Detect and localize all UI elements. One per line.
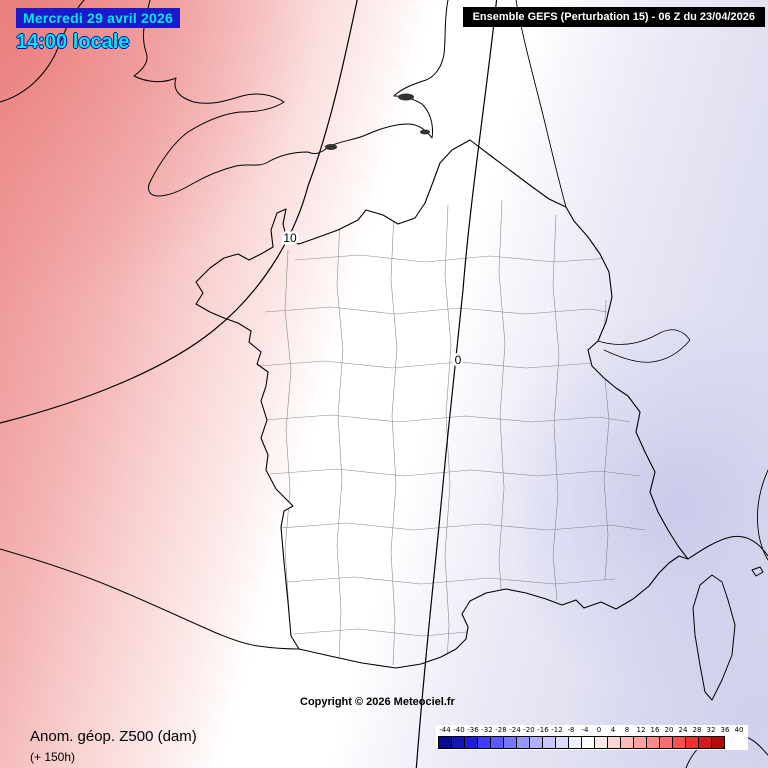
- legend-color-cell: [477, 736, 491, 749]
- legend-color-cell: [672, 736, 686, 749]
- legend-color-cell: [503, 736, 517, 749]
- legend-color-cell: [633, 736, 647, 749]
- england-coastline: [133, 0, 449, 197]
- contour-label-0: 0: [455, 353, 462, 367]
- legend-value: -36: [467, 726, 479, 734]
- legend-color-cell: [438, 736, 452, 749]
- legend-values-row: -44 -40 -36 -32 -28 -24 -20 -16 -12 -8 -4 0 4 8 12 16 20…: [438, 726, 746, 735]
- legend-value: -32: [481, 726, 493, 734]
- legend-color-cell: [607, 736, 621, 749]
- legend-value: -24: [509, 726, 521, 734]
- legend-value: -12: [551, 726, 563, 734]
- legend-value: 0: [596, 726, 602, 734]
- legend-value: 40: [734, 726, 744, 734]
- spain-coastline: [0, 548, 300, 650]
- legend-color-cell: [490, 736, 504, 749]
- legend-color-cell: [516, 736, 530, 749]
- forecast-date: Mercredi 29 avril 2026: [16, 8, 180, 28]
- copyright-notice: Copyright © 2026 Meteociel.fr: [300, 696, 455, 708]
- legend-value: 20: [664, 726, 674, 734]
- legend-value: -4: [581, 726, 589, 734]
- legend-color-cell: [555, 736, 569, 749]
- legend-color-cell: [711, 736, 725, 749]
- legend-value: -16: [537, 726, 549, 734]
- legend-color-cell: [464, 736, 478, 749]
- parameter-label: Anom. géop. Z500 (dam): [30, 728, 197, 745]
- legend-value: -40: [453, 726, 465, 734]
- switzerland-border: [597, 329, 691, 363]
- legend-value: -20: [523, 726, 535, 734]
- corsica-coastline: [692, 574, 736, 701]
- estuary-marks: [325, 93, 430, 150]
- contour-label-10: 10: [283, 231, 297, 245]
- legend-color-cell: [685, 736, 699, 749]
- liguria-coastline: [687, 535, 768, 560]
- forecast-lead-time: (+ 150h): [30, 750, 76, 764]
- legend-value: -8: [567, 726, 575, 734]
- legend-value: 8: [624, 726, 630, 734]
- legend-value: 36: [720, 726, 730, 734]
- estuary-mark: [420, 129, 430, 135]
- legend-color-cell: [659, 736, 673, 749]
- legend-color-cell: [620, 736, 634, 749]
- model-info-banner: Ensemble GEFS (Perturbation 15) - 06 Z d…: [462, 7, 765, 27]
- legend-value: -44: [439, 726, 451, 734]
- legend-scale: -44 -40 -36 -32 -28 -24 -20 -16 -12 -8 -4 0 4 8 12 16 20…: [436, 725, 748, 750]
- tuscany-coastline: [757, 469, 768, 561]
- legend-value: 12: [636, 726, 646, 734]
- legend-color-cell: [542, 736, 556, 749]
- contour-line-0: [415, 0, 498, 768]
- legend-color-cell: [568, 736, 582, 749]
- legend-value: 16: [650, 726, 660, 734]
- legend-color-cell: [581, 736, 595, 749]
- benelux-germany-border: [515, 0, 567, 208]
- legend-color-cell: [529, 736, 543, 749]
- legend-colorbar: [438, 736, 746, 749]
- legend-value: 4: [610, 726, 616, 734]
- legend-value: -28: [495, 726, 507, 734]
- legend-color-cell: [698, 736, 712, 749]
- estuary-mark: [398, 93, 414, 101]
- legend-color-cell: [451, 736, 465, 749]
- forecast-time: 14:00 locale: [16, 31, 130, 53]
- legend-color-cell: [646, 736, 660, 749]
- contour-line-10: [0, 0, 358, 424]
- legend-color-cell: [594, 736, 608, 749]
- estuary-mark: [325, 144, 337, 150]
- legend-value: 24: [678, 726, 688, 734]
- legend-value: 32: [706, 726, 716, 734]
- elba-island: [751, 566, 764, 577]
- legend-value: 28: [692, 726, 702, 734]
